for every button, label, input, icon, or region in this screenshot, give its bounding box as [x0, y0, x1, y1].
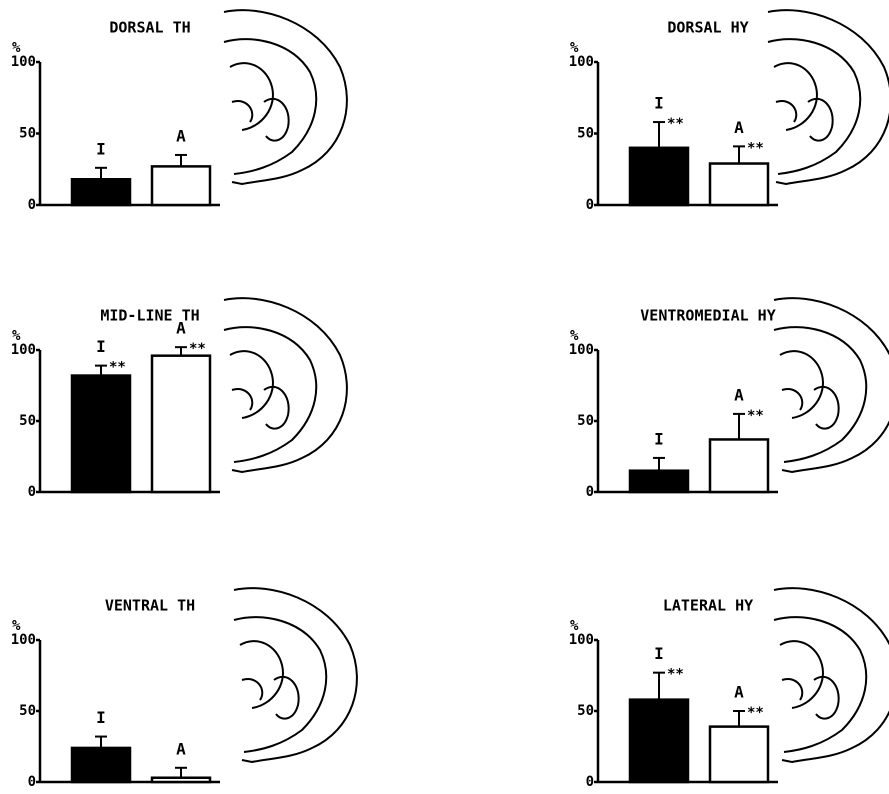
y-tick-label: 0 [586, 484, 594, 500]
category-label: I [654, 94, 664, 113]
bar [72, 376, 130, 492]
bar [72, 748, 130, 782]
category-label: I [96, 708, 106, 727]
brain-ventricle [808, 99, 833, 141]
brain-structure [780, 351, 823, 418]
figure: DORSAL TH%050100IADORSAL HY%050100I**A**… [0, 0, 889, 794]
bar [710, 439, 768, 492]
y-tick-label: 100 [11, 632, 36, 648]
y-tick-label: 100 [569, 632, 594, 648]
significance-label: ** [667, 667, 684, 683]
y-tick-label: 100 [11, 54, 36, 70]
significance-label: ** [109, 360, 126, 376]
significance-label: ** [747, 705, 764, 721]
y-tick-label: 50 [577, 703, 594, 719]
y-tick-label: 50 [577, 413, 594, 429]
brain-ventricle [264, 99, 289, 141]
y-tick-label: 0 [28, 484, 36, 500]
brain-section [224, 298, 347, 472]
y-tick-label: 50 [19, 413, 36, 429]
brain-section [768, 10, 889, 184]
y-tick-label: 50 [19, 126, 36, 142]
significance-label: ** [667, 116, 684, 132]
chart-title: VENTROMEDIAL HY [640, 307, 775, 325]
category-label: A [734, 683, 744, 702]
brain-section [234, 588, 357, 762]
y-tick-label: 100 [569, 54, 594, 70]
category-label: I [654, 644, 664, 663]
category-label: A [176, 126, 186, 145]
brain-section [774, 298, 889, 472]
significance-label: ** [747, 140, 764, 156]
brain-structure [230, 63, 273, 130]
bar [630, 148, 688, 205]
bar [630, 471, 688, 492]
brain-structure [230, 351, 273, 418]
significance-label: ** [747, 408, 764, 424]
page: {"chart_data": [ {"type": "bar", "title"… [0, 0, 889, 794]
brain-ventricle [814, 677, 839, 719]
bar [152, 778, 210, 782]
brain-section [774, 588, 889, 762]
brain-structure [780, 641, 823, 708]
category-label: A [734, 385, 744, 404]
brain-ventricle [814, 387, 839, 429]
brain-structure [240, 641, 283, 708]
brain-ventricle [274, 677, 299, 719]
brain-outline [224, 10, 347, 184]
bar [152, 356, 210, 492]
y-tick-label: 0 [586, 197, 594, 213]
category-label: A [176, 319, 186, 338]
category-label: A [734, 118, 744, 137]
category-label: A [176, 739, 186, 758]
bar [72, 179, 130, 205]
bar [152, 166, 210, 205]
category-label: I [654, 429, 664, 448]
category-label: I [96, 337, 106, 356]
bar [630, 700, 688, 782]
brain-outline [224, 298, 347, 472]
y-tick-label: 0 [586, 774, 594, 790]
y-tick-label: 0 [28, 774, 36, 790]
bar [710, 164, 768, 205]
y-tick-label: 100 [11, 342, 36, 358]
chart-title: DORSAL HY [667, 19, 748, 37]
y-tick-label: 50 [577, 126, 594, 142]
chart-title: VENTRAL TH [105, 597, 195, 615]
category-label: I [96, 139, 106, 158]
brain-structure [774, 63, 817, 130]
chart-title: DORSAL TH [109, 19, 190, 37]
brain-section [224, 10, 347, 184]
bar [710, 727, 768, 782]
y-tick-label: 0 [28, 197, 36, 213]
brain-outline [234, 588, 357, 762]
brain-ventricle [264, 387, 289, 429]
significance-label: ** [189, 341, 206, 357]
y-tick-label: 100 [569, 342, 594, 358]
chart-title: LATERAL HY [663, 597, 753, 615]
y-tick-label: 50 [19, 703, 36, 719]
